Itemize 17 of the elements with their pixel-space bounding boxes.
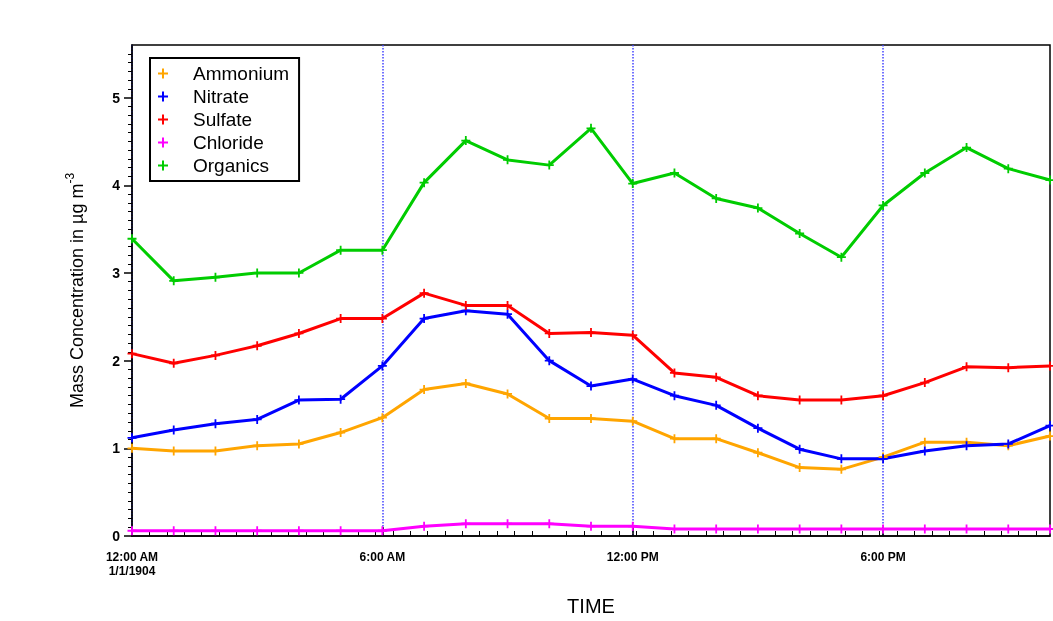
x-tick-label: 6:00 PM (860, 550, 906, 564)
y-axis-title: Mass Concentration in µg m-3 (63, 172, 87, 409)
legend-label: Ammonium (193, 63, 290, 84)
y-tick-label: 1 (112, 440, 121, 457)
x-tick-label: 12:00 AM 1/1/1904 (105, 550, 159, 578)
y-tick-label: 2 (112, 352, 121, 369)
legend-label: Sulfate (193, 109, 253, 130)
legend-label: Chloride (193, 132, 264, 153)
y-tick-label: 5 (112, 89, 121, 106)
x-tick-label: 12:00 PM (606, 550, 659, 564)
legend-label: Nitrate (193, 86, 249, 107)
x-tick-label: 6:00 AM (359, 550, 406, 564)
y-tick-label: 4 (112, 177, 121, 194)
y-tick-label: 0 (112, 528, 121, 544)
x-axis-title: TIME (567, 595, 615, 617)
legend-label: Organics (193, 155, 270, 176)
y-tick-label: 3 (112, 264, 121, 281)
